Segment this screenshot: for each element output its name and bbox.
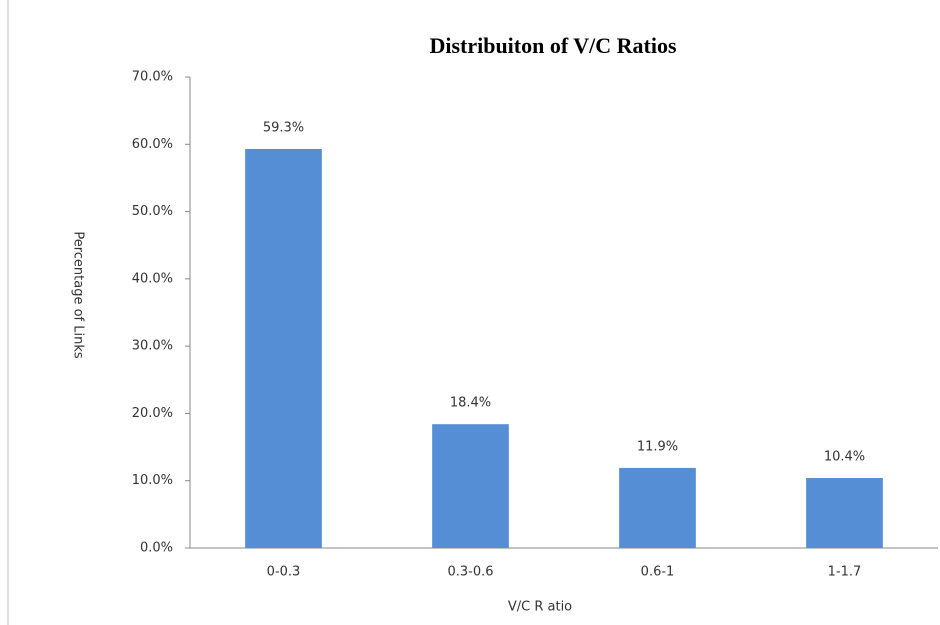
y-tick-label: 60.0%: [132, 137, 173, 152]
data-label: 18.4%: [450, 396, 491, 411]
chart-title: Distribuiton of V/C Ratios: [429, 33, 677, 58]
y-axis-title: Percentage of Links: [71, 231, 86, 359]
y-tick-label: 0.0%: [140, 541, 173, 556]
x-axis-title: V/C R atio: [508, 600, 572, 615]
data-label: 10.4%: [824, 450, 865, 465]
y-tick-label: 70.0%: [132, 70, 173, 85]
bar: [806, 478, 883, 548]
x-tick-label: 0.6-1: [641, 565, 675, 580]
bar: [619, 467, 696, 548]
y-tick-label: 40.0%: [132, 271, 173, 286]
data-label: 11.9%: [637, 439, 678, 454]
data-label: 59.3%: [263, 120, 304, 135]
bar: [432, 424, 509, 548]
bar: [245, 148, 322, 548]
x-tick-label: 1-1.7: [828, 565, 862, 580]
y-tick-label: 10.0%: [132, 473, 173, 488]
x-tick-label: 0-0.3: [267, 565, 301, 580]
y-tick-label: 30.0%: [132, 339, 173, 354]
y-tick-label: 50.0%: [132, 204, 173, 219]
x-tick-label: 0.3-0.6: [447, 565, 493, 580]
y-tick-label: 20.0%: [132, 406, 173, 421]
